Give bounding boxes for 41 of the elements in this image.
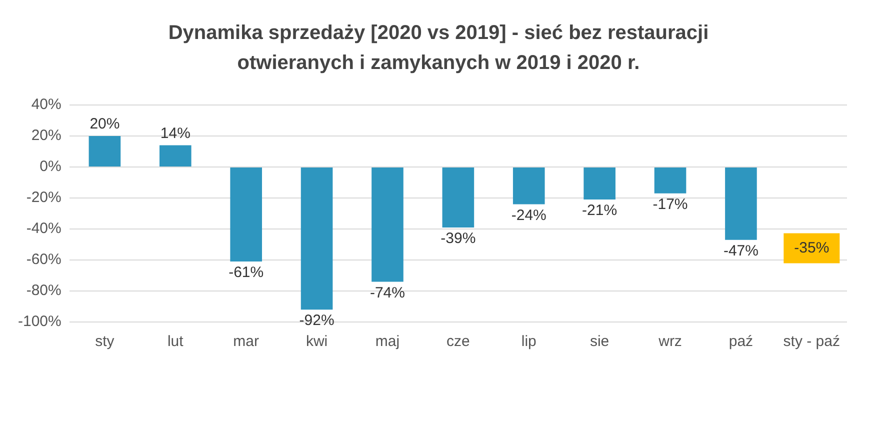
x-tick-label: paź	[728, 333, 754, 350]
x-tick-label: sty	[95, 333, 115, 350]
bar	[159, 145, 192, 166]
data-label: -24%	[511, 206, 546, 224]
y-tick-label: -60%	[26, 251, 62, 268]
y-tick-label: 20%	[31, 127, 62, 144]
bar	[442, 168, 474, 228]
x-tick-label: wrz	[658, 333, 682, 350]
x-tick-label: kwi	[306, 333, 328, 350]
x-tick-label: sie	[590, 333, 610, 350]
bar	[372, 168, 404, 282]
bar	[230, 168, 262, 262]
data-label: -39%	[440, 230, 476, 248]
bar	[300, 168, 333, 310]
x-tick-label: mar	[233, 333, 260, 350]
y-tick-label: 40%	[31, 96, 62, 114]
data-label: -61%	[228, 264, 264, 282]
y-tick-label: -20%	[26, 189, 62, 206]
x-tick-label: lip	[521, 333, 536, 350]
y-tick-label: -80%	[26, 282, 62, 300]
data-label: -74%	[370, 284, 405, 302]
bar	[584, 168, 616, 200]
x-tick-label: sty - paź	[783, 333, 840, 350]
data-label: -92%	[299, 312, 334, 330]
y-tick-label: -40%	[26, 220, 62, 238]
bar	[88, 136, 121, 166]
bar	[725, 168, 757, 240]
data-label: -21%	[582, 202, 618, 220]
x-tick-label: lut	[167, 333, 184, 350]
y-tick-label: 0%	[40, 158, 62, 176]
data-label: -17%	[652, 196, 688, 213]
bar	[512, 168, 545, 204]
x-tick-label: cze	[446, 333, 470, 350]
y-tick-label: -100%	[18, 313, 62, 330]
data-label: 14%	[160, 124, 190, 142]
chart-title: Dynamika sprzedaży [2020 vs 2019] - sieć bez restauracji otwieranych i zamykanych w 2019 i 2020 r.	[167, 21, 710, 76]
data-label: 20%	[90, 116, 120, 133]
annotation: -35%	[794, 239, 830, 256]
data-label: -47%	[723, 242, 758, 260]
bar	[654, 168, 686, 194]
x-tick-label: maj	[375, 333, 400, 350]
